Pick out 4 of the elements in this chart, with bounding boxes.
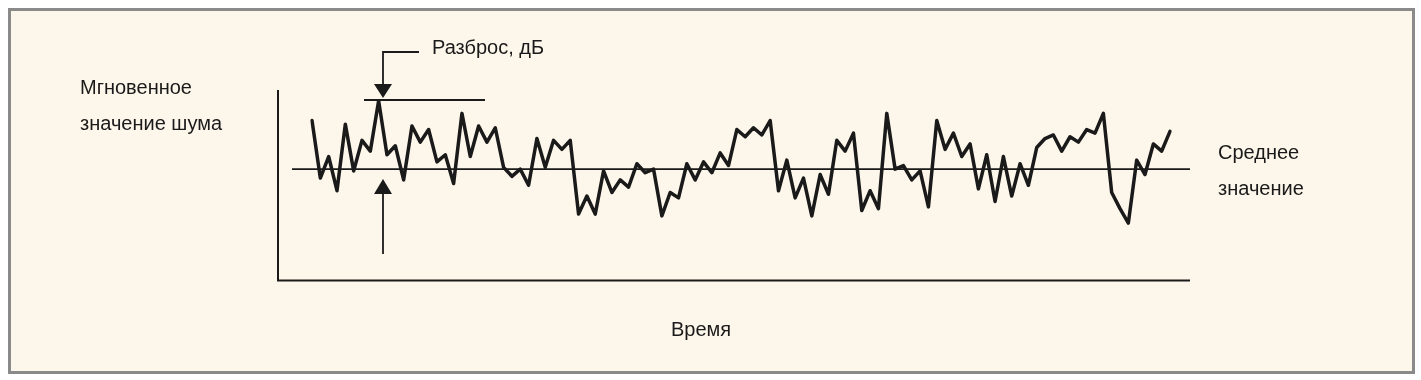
x-axis-title: Время xyxy=(670,317,732,340)
text: Разброс, дБ xyxy=(432,35,545,58)
ref-line-label: Среднее значение xyxy=(1218,140,1304,199)
y-axis-title: Мгновенное значение шума xyxy=(80,75,223,134)
